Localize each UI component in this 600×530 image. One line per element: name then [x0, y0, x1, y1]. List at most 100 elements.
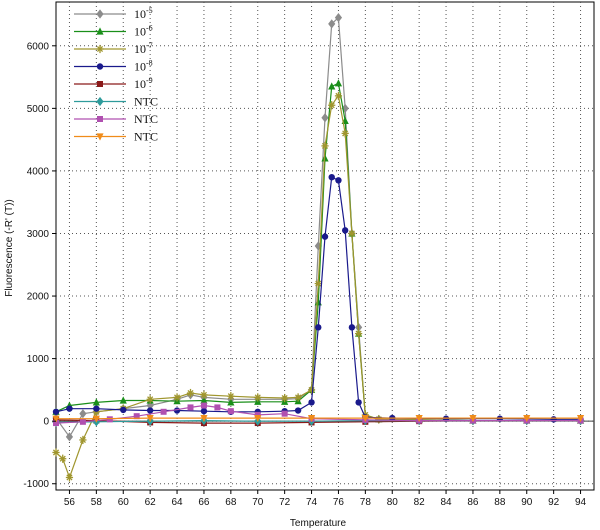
x-tick-label: 68 — [225, 497, 237, 508]
star-stroke — [227, 393, 234, 400]
data-point — [254, 411, 261, 418]
data-point — [120, 406, 127, 414]
y-tick-label: 0 — [43, 417, 49, 428]
data-point — [93, 405, 100, 412]
x-tick-label: 72 — [279, 497, 291, 508]
data-point — [65, 473, 74, 482]
data-point — [523, 414, 531, 423]
data-point — [307, 414, 316, 423]
data-point — [315, 324, 322, 331]
legend-marker — [96, 9, 104, 19]
legend: 10-5 10-6 10-7 10-8 10-9 NTC NTC NTC — [74, 6, 158, 144]
data-point — [66, 405, 73, 412]
x-tick-label: 64 — [171, 497, 183, 508]
legend-label: 10-7 — [134, 41, 153, 56]
data-point — [294, 393, 302, 402]
data-point — [160, 408, 167, 415]
x-tick-label: 92 — [548, 497, 560, 508]
star-stroke — [187, 389, 194, 397]
star-stroke — [281, 394, 288, 402]
x-tick-label: 62 — [145, 497, 157, 508]
legend-marker — [96, 27, 104, 35]
y-tick-label: 1000 — [27, 354, 50, 365]
data-point — [79, 409, 87, 419]
data-point — [146, 414, 154, 423]
data-point — [355, 399, 362, 406]
legend-label: NTC — [134, 130, 158, 144]
star-stroke — [342, 130, 349, 137]
legend-label: 10-9 — [134, 76, 153, 91]
star-stroke — [52, 449, 60, 456]
data-point — [314, 241, 322, 251]
x-tick-label: 84 — [440, 497, 452, 508]
y-tick-label: 3000 — [27, 229, 50, 240]
star-stroke — [147, 396, 154, 403]
star-stroke — [295, 394, 302, 401]
star-stroke — [321, 142, 329, 149]
x-tick-label: 90 — [521, 497, 533, 508]
data-point — [341, 227, 349, 234]
legend-marker — [96, 133, 104, 141]
star-stroke — [59, 455, 66, 462]
x-tick-label: 82 — [414, 497, 426, 508]
axis-layer: 56 58 60 62 64 66 68 70 72 74 76 78 80 82 84 86 88 90 92 94… — [23, 41, 586, 508]
series-layer — [52, 13, 585, 482]
data-point — [550, 416, 557, 423]
data-point — [52, 408, 60, 415]
data-point — [308, 399, 315, 406]
data-point — [294, 407, 302, 414]
legend-marker — [96, 44, 104, 54]
data-point — [314, 279, 322, 288]
data-point — [361, 414, 369, 423]
x-axis-title: Temperature — [290, 518, 347, 529]
legend-marker — [97, 116, 103, 122]
y-tick-label: 2000 — [27, 292, 50, 303]
data-point — [328, 101, 336, 110]
star-stroke — [79, 436, 86, 444]
star-stroke — [173, 394, 181, 401]
data-point — [281, 410, 288, 417]
data-point — [59, 454, 67, 463]
x-tick-label: 78 — [360, 497, 372, 508]
data-point — [415, 414, 423, 423]
y-axis-title: Fluorescence (-R' (T)) — [4, 199, 15, 296]
legend-label: 10-5 — [134, 6, 153, 21]
star-stroke — [315, 280, 322, 287]
star-stroke — [96, 45, 104, 53]
star-stroke — [200, 391, 208, 398]
x-tick-label: 76 — [333, 497, 345, 508]
data-point — [52, 415, 60, 423]
star-stroke — [328, 102, 335, 109]
data-point — [52, 448, 60, 457]
data-point — [79, 418, 86, 425]
legend-label: NTC — [134, 95, 158, 109]
legend-marker — [97, 81, 103, 87]
data-point — [321, 141, 329, 150]
data-point — [348, 324, 356, 331]
data-point — [92, 398, 100, 406]
data-point — [341, 129, 349, 138]
legend-label: 10-8 — [134, 59, 153, 74]
data-point — [133, 413, 140, 420]
star-stroke — [66, 474, 73, 481]
data-point — [254, 414, 262, 423]
data-point — [469, 414, 477, 423]
legend-label: 10-6 — [134, 24, 153, 39]
x-tick-label: 56 — [64, 497, 76, 508]
data-point — [53, 420, 59, 427]
data-point — [186, 388, 195, 398]
data-point — [576, 414, 585, 423]
legend-label: NTC — [134, 112, 158, 126]
data-point — [227, 392, 235, 401]
data-point — [146, 395, 154, 404]
series-line — [56, 417, 581, 420]
data-point — [119, 396, 127, 404]
data-point — [65, 432, 74, 442]
data-point — [348, 229, 356, 238]
data-point — [254, 393, 262, 402]
data-point — [334, 13, 343, 23]
data-point — [200, 390, 208, 400]
x-tick-label: 74 — [306, 497, 318, 508]
data-point — [146, 407, 154, 414]
